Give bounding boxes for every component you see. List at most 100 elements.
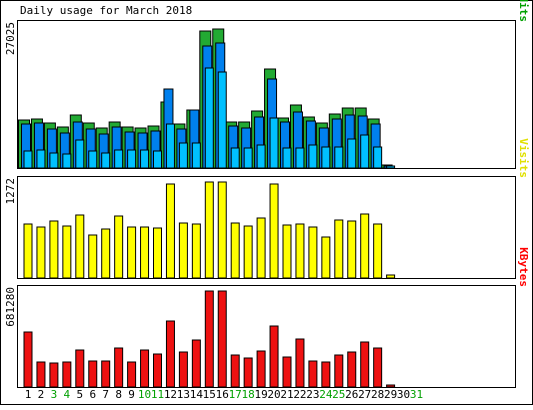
bar-visits-day-14 <box>191 223 201 279</box>
bar-visits-day-2 <box>36 226 46 279</box>
bar-pages-day-3 <box>49 152 59 169</box>
bar-pages-day-29 <box>386 165 396 169</box>
day-label-24: 24 <box>319 388 333 401</box>
bar-kbytes-day-9 <box>127 361 137 388</box>
bar-visits-day-1 <box>23 223 33 279</box>
bar-pages-day-17 <box>230 147 240 169</box>
bar-kbytes-day-18 <box>243 357 253 388</box>
day-label-15: 15 <box>203 388 216 401</box>
series-legend: Visits <box>517 138 530 178</box>
day-label-23: 23 <box>306 388 319 401</box>
day-label-3: 3 <box>51 388 58 401</box>
bar-pages-day-26 <box>347 138 357 169</box>
bar-pages-day-20 <box>269 117 279 169</box>
bar-pages-day-27 <box>360 134 370 169</box>
bar-visits-day-13 <box>178 222 188 279</box>
bar-visits-day-9 <box>127 226 137 279</box>
bar-visits-day-17 <box>230 222 240 279</box>
day-label-10: 10 <box>138 388 151 401</box>
bar-pages-day-6 <box>88 150 98 169</box>
bar-kbytes-day-16 <box>217 290 227 388</box>
bar-visits-day-19 <box>256 217 266 279</box>
day-label-28: 28 <box>371 388 384 401</box>
bar-kbytes-day-4 <box>62 361 72 388</box>
bar-kbytes-day-22 <box>295 338 305 388</box>
bar-pages-day-21 <box>282 147 292 169</box>
bar-visits-day-3 <box>49 220 59 279</box>
bar-visits-day-5 <box>75 214 85 279</box>
day-label-12: 12 <box>164 388 177 401</box>
bar-kbytes-day-20 <box>269 325 279 388</box>
bar-kbytes-day-24 <box>321 361 331 388</box>
bar-visits-day-25 <box>334 219 344 279</box>
day-label-13: 13 <box>177 388 190 401</box>
day-label-4: 4 <box>64 388 71 401</box>
day-label-16: 16 <box>216 388 229 401</box>
y-max-label: 681280 <box>4 287 17 327</box>
day-label-11: 11 <box>151 388 164 401</box>
bar-visits-day-18 <box>243 225 253 279</box>
legend-part: Hits <box>517 0 530 22</box>
bar-visits-day-4 <box>62 225 72 279</box>
chart-title: Daily usage for March 2018 <box>20 4 192 17</box>
bar-kbytes-day-8 <box>114 347 124 388</box>
bar-kbytes-day-23 <box>308 360 318 388</box>
bar-kbytes-day-2 <box>36 361 46 388</box>
bar-pages-day-5 <box>75 139 85 169</box>
bar-kbytes-day-28 <box>373 347 383 388</box>
day-label-19: 19 <box>254 388 267 401</box>
bar-kbytes-day-19 <box>256 350 266 388</box>
bar-pages-day-19 <box>256 144 266 169</box>
day-label-31: 31 <box>410 388 423 401</box>
bar-visits-day-6 <box>88 234 98 279</box>
bar-visits-day-28 <box>373 223 383 279</box>
bar-pages-day-25 <box>334 146 344 169</box>
day-label-30: 30 <box>397 388 410 401</box>
series-legend: KBytes <box>517 247 530 287</box>
bar-kbytes-day-26 <box>347 351 357 388</box>
bar-pages-day-12 <box>165 123 175 169</box>
x-axis-day-labels: 1 2 3 4 5 6 7 8 9 10 11 12 13 14 15 16 17 18 19 20 21 22 23 24 2… <box>25 388 423 401</box>
bar-visits-day-7 <box>101 228 111 279</box>
bar-kbytes-day-5 <box>75 349 85 388</box>
day-label-7: 7 <box>102 388 109 401</box>
bar-visits-day-15 <box>204 181 214 279</box>
day-label-8: 8 <box>115 388 122 401</box>
bar-visits-day-23 <box>308 226 318 279</box>
bar-visits-day-24 <box>321 236 331 279</box>
bar-visits-day-20 <box>269 183 279 279</box>
panel-frame <box>17 176 516 279</box>
bar-pages-day-4 <box>62 153 72 169</box>
day-label-17: 17 <box>229 388 242 401</box>
bar-pages-day-14 <box>191 142 201 169</box>
day-label-20: 20 <box>267 388 280 401</box>
bar-pages-day-1 <box>23 150 33 169</box>
series-legend: Pages/Files/Hits <box>517 0 530 22</box>
y-max-label: 1272 <box>4 178 17 205</box>
bar-visits-day-10 <box>140 226 150 279</box>
bar-pages-day-15 <box>204 67 214 169</box>
bar-visits-day-12 <box>165 183 175 279</box>
bar-pages-day-24 <box>321 146 331 169</box>
bar-visits-day-21 <box>282 224 292 279</box>
bar-pages-day-13 <box>178 142 188 169</box>
bar-kbytes-day-15 <box>204 290 214 388</box>
bar-kbytes-day-25 <box>334 354 344 388</box>
y-max-label: 27025 <box>4 22 17 55</box>
bar-pages-day-11 <box>153 150 162 169</box>
bar-kbytes-day-29 <box>386 384 396 388</box>
day-label-22: 22 <box>293 388 306 401</box>
bar-pages-day-28 <box>373 146 383 169</box>
legend-part: Visits <box>517 138 530 178</box>
bar-visits-day-16 <box>217 181 227 279</box>
bar-kbytes-day-10 <box>140 349 150 388</box>
day-label-27: 27 <box>358 388 371 401</box>
bar-kbytes-day-12 <box>165 320 175 388</box>
bar-pages-day-10 <box>140 149 150 169</box>
bar-kbytes-day-6 <box>88 360 98 388</box>
bar-pages-day-2 <box>36 149 46 169</box>
day-label-2: 2 <box>38 388 45 401</box>
bar-visits-day-29 <box>386 274 396 279</box>
bar-pages-day-8 <box>114 149 124 169</box>
